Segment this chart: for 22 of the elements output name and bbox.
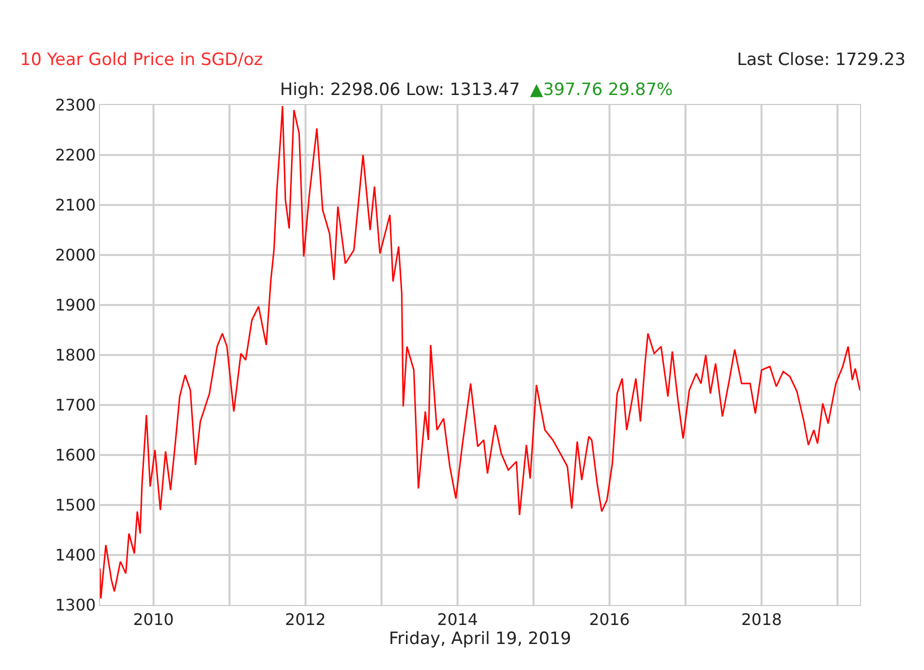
x-tick-label: 2012 [285,610,326,630]
y-tick-label: 1300 [55,596,96,615]
x-tick-label: 2016 [589,610,630,630]
text: ▲397.76 29.87% [530,80,673,100]
y-tick-label: 1400 [55,546,96,565]
y-tick-label: 1800 [55,346,96,365]
y-tick-label: 1600 [55,446,96,465]
x-axis-title: Friday, April 19, 2019 [388,629,572,650]
y-tick-label: 2300 [55,96,96,115]
x-tick-label: 2010 [133,610,174,630]
x-tick-label: 2014 [437,610,478,630]
y-tick-label: 2100 [55,196,96,215]
y-tick-label: 2000 [55,246,96,265]
y-tick-label: 2200 [55,146,96,165]
y-tick-label: 1900 [55,296,96,315]
text: Last Close: 1729.23 [737,50,906,70]
line-series [100,105,860,600]
x-tick-label: 2018 [741,610,782,630]
chart-title: 10 Year Gold Price in SGD/oz [20,50,263,70]
y-tick-label: 1700 [55,396,96,415]
y-tick-label: 1500 [55,496,96,515]
chart-subtitle: High: 2298.06 Low: 1313.47 [280,80,520,100]
